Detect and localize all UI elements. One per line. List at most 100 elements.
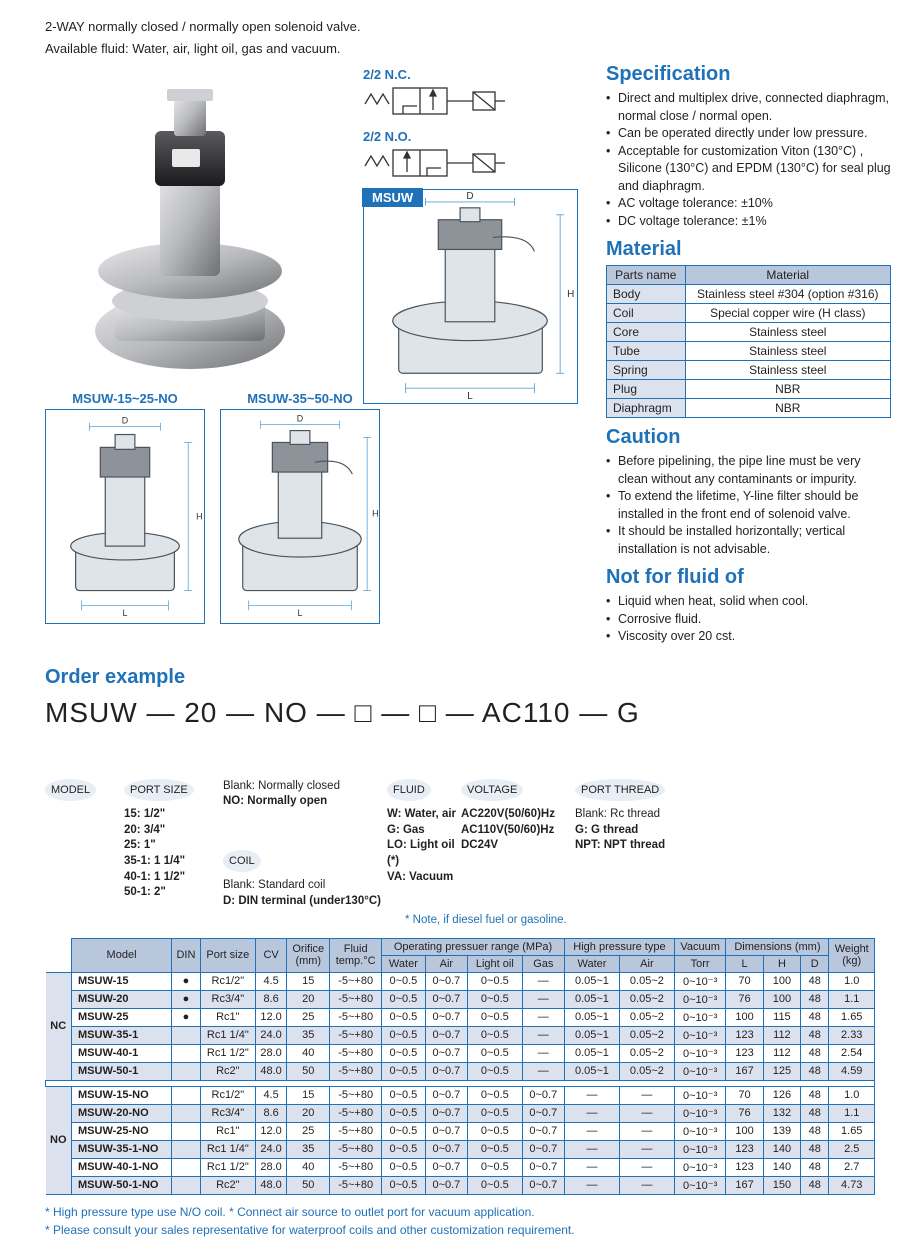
table-cell: 0~0.7	[425, 1062, 467, 1080]
table-cell: 0~0.7	[425, 1104, 467, 1122]
table-cell: MSUW-15	[72, 972, 172, 990]
table-cell: 0~0.5	[382, 1008, 426, 1026]
order-opt: D: DIN terminal (under130°C)	[223, 894, 383, 910]
symbol-no-icon	[363, 144, 533, 182]
table-cell: —	[564, 1140, 619, 1158]
table-cell	[172, 1158, 201, 1176]
table-cell: MSUW-15-NO	[72, 1086, 172, 1104]
table-row: MSUW-50-1Rc2"48.050-5~+800~0.50~0.70~0.5…	[46, 1062, 875, 1080]
table-cell: -5~+80	[330, 972, 382, 990]
table-cell: —	[619, 1104, 674, 1122]
table-cell: 48	[801, 990, 829, 1008]
table-row: NCMSUW-15●Rc1/2"4.515-5~+800~0.50~0.70~0…	[46, 972, 875, 990]
table-cell: —	[522, 1062, 564, 1080]
table-cell: 48	[801, 1176, 829, 1194]
table-cell	[172, 1176, 201, 1194]
svg-text:L: L	[298, 608, 303, 618]
table-cell: 123	[726, 1158, 763, 1176]
table-cell: 140	[763, 1158, 800, 1176]
table-cell: 0~0.5	[382, 1086, 426, 1104]
table-cell: Rc1 1/2"	[200, 1158, 255, 1176]
table-cell: 40	[287, 1158, 330, 1176]
table-cell: 48	[801, 1122, 829, 1140]
th: Torr	[674, 955, 726, 972]
table-cell: 2.54	[829, 1044, 875, 1062]
table-cell: 0.05~1	[564, 1062, 619, 1080]
table-cell: 76	[726, 990, 763, 1008]
spec-item: Can be operated directly under low press…	[606, 125, 891, 143]
diagram-box-1: L D H	[45, 409, 205, 624]
table-cell: 25	[287, 1008, 330, 1026]
table-cell	[172, 1122, 201, 1140]
table-cell: 0~0.7	[522, 1158, 564, 1176]
table-row: MSUW-40-1-NORc1 1/2"28.040-5~+800~0.50~0…	[46, 1158, 875, 1176]
table-cell: ●	[172, 990, 201, 1008]
caution-item: It should be installed horizontally; ver…	[606, 523, 891, 558]
table-cell	[172, 1086, 201, 1104]
table-cell: 2.5	[829, 1140, 875, 1158]
order-opt: G: Gas	[387, 823, 457, 839]
table-cell: 0~0.5	[382, 1176, 426, 1194]
order-opt: DC24V	[461, 838, 571, 854]
order-label-port: PORT SIZE	[124, 779, 194, 802]
table-cell: 48	[801, 1062, 829, 1080]
spec-item: Direct and multiplex drive, connected di…	[606, 90, 891, 125]
order-opt: 15: 1/2"	[124, 808, 165, 820]
table-cell: —	[564, 1104, 619, 1122]
table-cell: 0~0.5	[468, 1008, 523, 1026]
table-cell: 1.1	[829, 1104, 875, 1122]
table-cell: ●	[172, 1008, 201, 1026]
th: Vacuum	[674, 938, 726, 955]
order-opt: Blank: Rc thread	[575, 807, 710, 823]
table-cell: 8.6	[255, 990, 286, 1008]
mat-cell: NBR	[685, 399, 890, 418]
table-cell: 0~10⁻³	[674, 1062, 726, 1080]
svg-text:D: D	[466, 191, 473, 202]
table-cell: 0.05~1	[564, 1044, 619, 1062]
table-cell: 1.65	[829, 1008, 875, 1026]
th: Gas	[522, 955, 564, 972]
code-part: —	[146, 697, 175, 728]
table-cell: Rc1/2"	[200, 972, 255, 990]
table-cell: —	[522, 1008, 564, 1026]
table-cell: 0~0.5	[468, 1104, 523, 1122]
table-cell: 100	[726, 1122, 763, 1140]
spec-item: AC voltage tolerance: ±10%	[606, 195, 891, 213]
table-cell: 0~0.7	[425, 1008, 467, 1026]
table-cell: 150	[763, 1176, 800, 1194]
table-cell: MSUW-40-1	[72, 1044, 172, 1062]
group-label: NC	[46, 972, 72, 1080]
table-row: NOMSUW-15-NORc1/2"4.515-5~+800~0.50~0.70…	[46, 1086, 875, 1104]
table-cell: 1.65	[829, 1122, 875, 1140]
mat-cell: Core	[607, 323, 686, 342]
table-cell: —	[522, 1026, 564, 1044]
table-cell: —	[522, 990, 564, 1008]
spec-heading: Specification	[606, 63, 891, 86]
th: Orifice(mm)	[287, 938, 330, 972]
table-cell: 0~0.5	[468, 990, 523, 1008]
table-cell: 125	[763, 1062, 800, 1080]
table-cell: 0~0.5	[382, 1158, 426, 1176]
table-cell: 4.5	[255, 1086, 286, 1104]
table-cell: —	[619, 1140, 674, 1158]
table-cell: 0~0.5	[468, 1122, 523, 1140]
order-label-thread: PORT THREAD	[575, 779, 665, 802]
table-cell: 0~0.5	[468, 1062, 523, 1080]
code-part: —	[317, 697, 346, 728]
table-cell: 0~10⁻³	[674, 972, 726, 990]
th: Fluidtemp.°C	[330, 938, 382, 972]
table-cell: -5~+80	[330, 1008, 382, 1026]
table-cell: 0~0.7	[522, 1140, 564, 1158]
table-cell: 50	[287, 1062, 330, 1080]
material-heading: Material	[606, 238, 891, 261]
th: High pressure type	[564, 938, 674, 955]
order-label-fluid: FLUID	[387, 779, 431, 802]
table-cell: 123	[726, 1140, 763, 1158]
footnote-line: * Please consult your sales representati…	[45, 1221, 875, 1239]
table-cell: Rc1 1/4"	[200, 1140, 255, 1158]
table-cell: 48	[801, 1026, 829, 1044]
th: H	[763, 955, 800, 972]
table-cell: MSUW-25	[72, 1008, 172, 1026]
table-cell: 4.59	[829, 1062, 875, 1080]
table-cell: 0~0.7	[425, 1026, 467, 1044]
